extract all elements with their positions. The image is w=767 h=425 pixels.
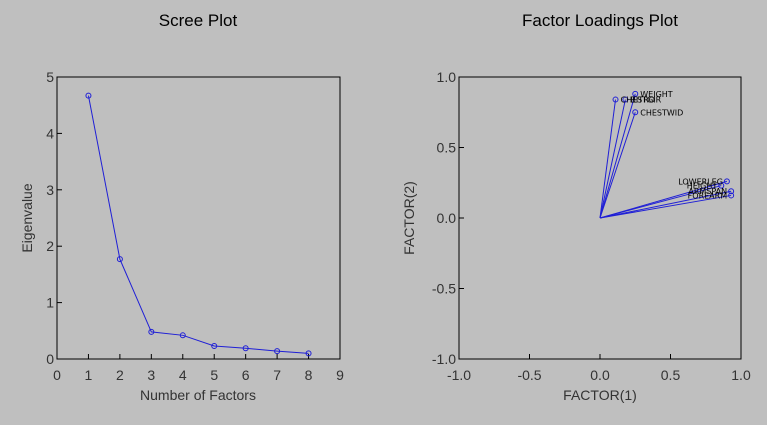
scree-x-tick-label: 0 [53, 367, 61, 383]
scree-x-tick-label: 3 [147, 367, 155, 383]
loadings-y-tick-label: 0.0 [437, 210, 457, 226]
scree-y-tick-label: 2 [46, 238, 54, 254]
scree-x-tick-label: 9 [336, 367, 344, 383]
scree-point [116, 256, 123, 263]
scree-point [85, 92, 92, 99]
loading-point-label: CHESTGIR [621, 96, 662, 105]
loading-vector [599, 99, 626, 219]
loadings-x-axis-label: FACTOR(1) [563, 387, 637, 403]
scree-y-tick-label: 4 [46, 125, 54, 141]
loadings-y-axis-ticks: -1.0 -0.5 0.0 0.5 1.0 [432, 69, 464, 367]
loadings-x-tick-label: 1.0 [731, 367, 751, 383]
loading-vector [599, 185, 722, 219]
scree-plot: Scree Plot 0 1 2 3 4 5 6 7 8 9 0 1 2 3 4 5 Number of F… [19, 11, 344, 403]
scree-point [211, 343, 218, 350]
scree-x-tick-label: 1 [85, 367, 93, 383]
scree-x-tick-label: 8 [305, 367, 313, 383]
scree-plot-title: Scree Plot [159, 11, 238, 30]
loading-point [622, 96, 629, 103]
scree-x-tick-label: 4 [179, 367, 187, 383]
scree-x-axis-ticks: 0 1 2 3 4 5 6 7 8 9 [53, 354, 344, 383]
loadings-y-tick-label: 1.0 [437, 69, 457, 85]
scree-point [274, 348, 281, 355]
scree-plot-frame [56, 76, 341, 360]
scree-y-tick-label: 0 [46, 351, 54, 367]
loadings-y-axis-label: FACTOR(2) [401, 181, 417, 255]
loading-point [612, 96, 619, 103]
loading-vector [599, 112, 636, 219]
scree-y-tick-label: 1 [46, 295, 54, 311]
scree-series [85, 92, 312, 357]
scree-x-tick-label: 5 [210, 367, 218, 383]
loadings-vectors [599, 90, 735, 219]
scree-point [148, 328, 155, 335]
loading-point-label: CHESTWID [640, 108, 683, 117]
loadings-y-tick-label: -0.5 [432, 281, 456, 297]
loadings-y-tick-label: 0.5 [437, 140, 457, 156]
scree-y-tick-label: 3 [46, 182, 54, 198]
loading-point-label: WEIGHT [640, 90, 673, 99]
scree-y-axis-ticks: 0 1 2 3 4 5 [46, 69, 62, 367]
loading-point-label: FOREARM [688, 191, 728, 200]
scree-x-axis-label: Number of Factors [140, 387, 256, 403]
scree-line [87, 95, 309, 354]
scree-point [242, 345, 249, 352]
loadings-plot-title: Factor Loadings Plot [522, 11, 678, 30]
factor-loadings-plot: Factor Loadings Plot -1.0 -0.5 0.0 0.5 1.0 -… [401, 11, 751, 403]
loading-point-label: LOWERLEG [678, 177, 723, 186]
scree-x-tick-label: 6 [242, 367, 250, 383]
loadings-x-tick-label: -1.0 [447, 367, 471, 383]
loading-point [718, 182, 725, 189]
loading-point [632, 90, 639, 97]
scree-y-tick-label: 5 [46, 69, 54, 85]
scree-point [305, 350, 312, 357]
scree-y-axis-label: Eigenvalue [19, 183, 35, 252]
loading-point [632, 109, 639, 116]
loading-point [723, 178, 730, 185]
loading-point [728, 192, 735, 199]
scree-x-tick-label: 7 [273, 367, 281, 383]
loading-point [728, 188, 735, 195]
loadings-x-tick-label: -0.5 [517, 367, 541, 383]
loading-point-label: HEIGHT [687, 182, 718, 191]
loadings-x-tick-label: 0.5 [661, 367, 681, 383]
loading-vector [599, 194, 732, 219]
loading-point-label: BITRO [630, 96, 655, 105]
loadings-y-tick-label: -1.0 [432, 351, 456, 367]
loading-vector [599, 190, 732, 219]
loading-vector [599, 93, 636, 219]
loading-vector [599, 99, 617, 219]
loading-point-label: ARMSPAN [688, 187, 727, 196]
scree-point [179, 332, 186, 339]
scree-x-tick-label: 2 [116, 367, 124, 383]
loadings-x-axis-ticks: -1.0 -0.5 0.0 0.5 1.0 [447, 354, 751, 383]
loadings-x-tick-label: 0.0 [590, 367, 610, 383]
